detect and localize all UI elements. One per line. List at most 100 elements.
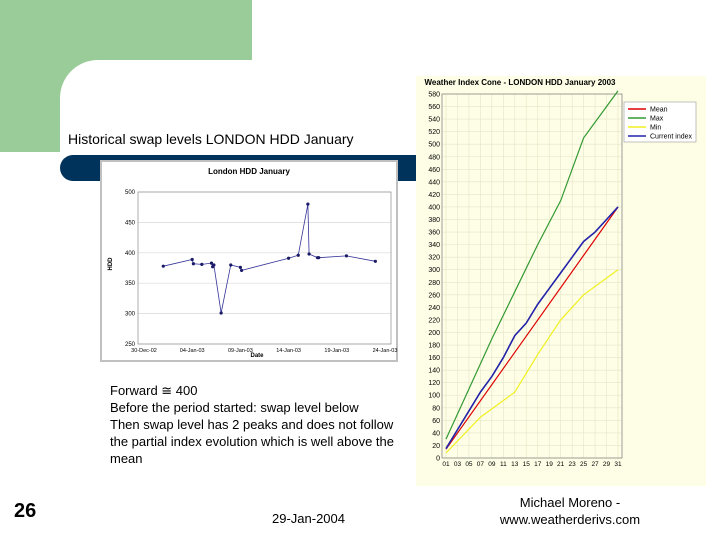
chart2-y-tick-label: 420 bbox=[428, 192, 440, 199]
chart2-y-tick-label: 160 bbox=[428, 355, 440, 362]
slide-number: 26 bbox=[14, 500, 37, 522]
chart1-x-tick-label: 04-Jan-03 bbox=[180, 348, 205, 354]
footer-author: Michael Moreno - www.weatherderivs.com bbox=[486, 494, 654, 528]
chart1-y-axis-label: HDD bbox=[108, 257, 114, 271]
chart1-x-tick-label: 30-Dec-02 bbox=[131, 348, 157, 354]
chart2-series-mean bbox=[445, 206, 619, 450]
chart2-y-tick-label: 220 bbox=[428, 317, 440, 324]
slide-title: Historical swap levels LONDON HDD Januar… bbox=[68, 131, 354, 147]
chart2-legend-label: Mean bbox=[650, 107, 668, 114]
chart1-data-point bbox=[191, 262, 195, 266]
chart2-title: Weather Index Cone - LONDON HDD January … bbox=[424, 78, 616, 87]
chart2-y-tick-label: 440 bbox=[428, 179, 440, 186]
chart2-y-tick-label: 340 bbox=[428, 242, 440, 249]
chart2-y-tick-label: 380 bbox=[428, 217, 440, 224]
chart1-x-tick-label: 19-Jan-03 bbox=[324, 348, 349, 354]
body-line: Forward ≅ 400 bbox=[110, 383, 198, 398]
chart2-x-tick-label: 29 bbox=[603, 461, 611, 468]
chart2-y-tick-label: 260 bbox=[428, 292, 440, 299]
chart2-x-tick-label: 17 bbox=[534, 461, 542, 468]
chart1-data-point bbox=[287, 256, 291, 260]
weather-index-cone-chart: Weather Index Cone - LONDON HDD January … bbox=[416, 76, 706, 486]
chart2-x-tick-label: 31 bbox=[614, 461, 622, 468]
chart2-y-tick-label: 560 bbox=[428, 104, 440, 111]
chart2-x-tick-label: 03 bbox=[454, 461, 462, 468]
chart2-gridlines bbox=[442, 93, 622, 459]
footer-date: 29-Jan-2004 bbox=[272, 511, 345, 526]
chart2-x-tick-label: 01 bbox=[442, 461, 450, 468]
chart1-x-tick-label: 09-Jan-03 bbox=[228, 348, 253, 354]
chart2-series bbox=[445, 90, 619, 454]
chart2-series-current-index bbox=[445, 206, 619, 450]
chart2-y-tick-label: 200 bbox=[428, 330, 440, 337]
chart1-y-tick-label: 450 bbox=[125, 220, 136, 226]
chart1-y-tick-label: 300 bbox=[125, 312, 136, 318]
chart1-data-point bbox=[373, 259, 377, 263]
chart2-y-tick-label: 400 bbox=[428, 204, 440, 211]
chart2-y-tick-label: 280 bbox=[428, 280, 440, 287]
chart1-data-point bbox=[306, 202, 310, 206]
chart2-y-tick-label: 520 bbox=[428, 129, 440, 136]
chart2-y-tick-label: 540 bbox=[428, 117, 440, 124]
chart1-data-point bbox=[240, 268, 244, 273]
chart2-legend: Mean Max Min Current index bbox=[623, 101, 697, 143]
chart2-x-tick-label: 07 bbox=[477, 461, 485, 468]
chart2-y-tick-label: 360 bbox=[428, 230, 440, 237]
chart2-legend-label: Current index bbox=[650, 134, 693, 141]
body-line: the partial index evolution which is wel… bbox=[110, 434, 395, 449]
slide-body-text: Forward ≅ 400 Before the period started:… bbox=[110, 382, 422, 467]
chart1-x-ticks: 30-Dec-02 04-Jan-03 09-Jan-03 14-Jan-03 19-J… bbox=[131, 348, 397, 354]
chart2-y-tick-label: 120 bbox=[428, 380, 440, 387]
author-website: www.weatherderivs.com bbox=[499, 512, 641, 527]
chart2-y-tick-label: 40 bbox=[432, 430, 440, 437]
chart1-y-tick-label: 400 bbox=[125, 251, 136, 257]
chart2-legend-label: Max bbox=[650, 116, 664, 123]
london-hdd-swap-chart: London HDD January 500 450 400 350 300 250 30… bbox=[100, 160, 398, 362]
chart1-series bbox=[161, 202, 377, 315]
chart2-x-tick-label: 27 bbox=[591, 461, 599, 468]
chart2-y-tick-label: 80 bbox=[432, 405, 440, 412]
chart2-x-tick-label: 05 bbox=[465, 461, 473, 468]
chart2-y-tick-label: 60 bbox=[432, 418, 440, 425]
chart2-y-tick-label: 100 bbox=[428, 393, 440, 400]
author-name: Michael Moreno - bbox=[519, 495, 621, 510]
chart1-data-point bbox=[161, 264, 165, 268]
chart2-y-tick-label: 180 bbox=[428, 343, 440, 350]
chart2-x-tick-label: 09 bbox=[488, 461, 496, 468]
chart1-title: London HDD January bbox=[208, 167, 290, 176]
chart2-series-max bbox=[445, 90, 619, 440]
chart1-y-tick-label: 500 bbox=[125, 190, 136, 196]
chart2-x-tick-label: 13 bbox=[511, 461, 519, 468]
chart1-y-tick-label: 350 bbox=[125, 281, 136, 287]
chart1-data-point bbox=[200, 262, 204, 266]
body-line: mean bbox=[110, 451, 143, 466]
chart2-y-tick-label: 0 bbox=[436, 456, 440, 463]
chart1-data-point bbox=[229, 263, 233, 267]
chart2-x-tick-label: 11 bbox=[500, 461, 507, 468]
chart2-y-tick-label: 480 bbox=[428, 154, 440, 161]
chart1-x-axis-label: Date bbox=[250, 353, 264, 359]
chart1-data-point bbox=[190, 257, 194, 262]
chart1-data-point bbox=[307, 252, 311, 256]
chart2-x-tick-label: 19 bbox=[546, 461, 554, 468]
chart1-x-tick-label: 14-Jan-03 bbox=[276, 348, 301, 354]
chart2-x-ticks: 01 03 05 07 09 11 13 15 17 19 21 23 25 27 29 31 bbox=[442, 461, 622, 468]
chart1-data-point bbox=[219, 311, 223, 315]
body-line: Before the period started: swap level be… bbox=[110, 400, 359, 415]
chart2-x-tick-label: 21 bbox=[557, 461, 565, 468]
chart2-x-tick-label: 25 bbox=[580, 461, 588, 468]
chart1-y-ticks: 500 450 400 350 300 250 bbox=[125, 190, 136, 348]
chart2-series-min bbox=[445, 269, 619, 454]
chart1-data-point bbox=[238, 265, 242, 269]
chart2-y-tick-label: 580 bbox=[428, 92, 440, 99]
chart2-y-tick-label: 300 bbox=[428, 267, 440, 274]
chart2-y-ticks: 5805605405205004804604404204003803603403… bbox=[428, 92, 440, 463]
chart1-data-point bbox=[209, 261, 214, 265]
chart2-legend-label: Min bbox=[650, 125, 661, 132]
chart2-y-tick-label: 140 bbox=[428, 368, 440, 375]
chart2-x-tick-label: 23 bbox=[569, 461, 577, 468]
chart1-y-tick-label: 250 bbox=[125, 342, 136, 348]
chart1-data-point bbox=[212, 263, 216, 267]
chart2-y-tick-label: 500 bbox=[428, 142, 440, 149]
chart1-data-point bbox=[317, 256, 321, 260]
